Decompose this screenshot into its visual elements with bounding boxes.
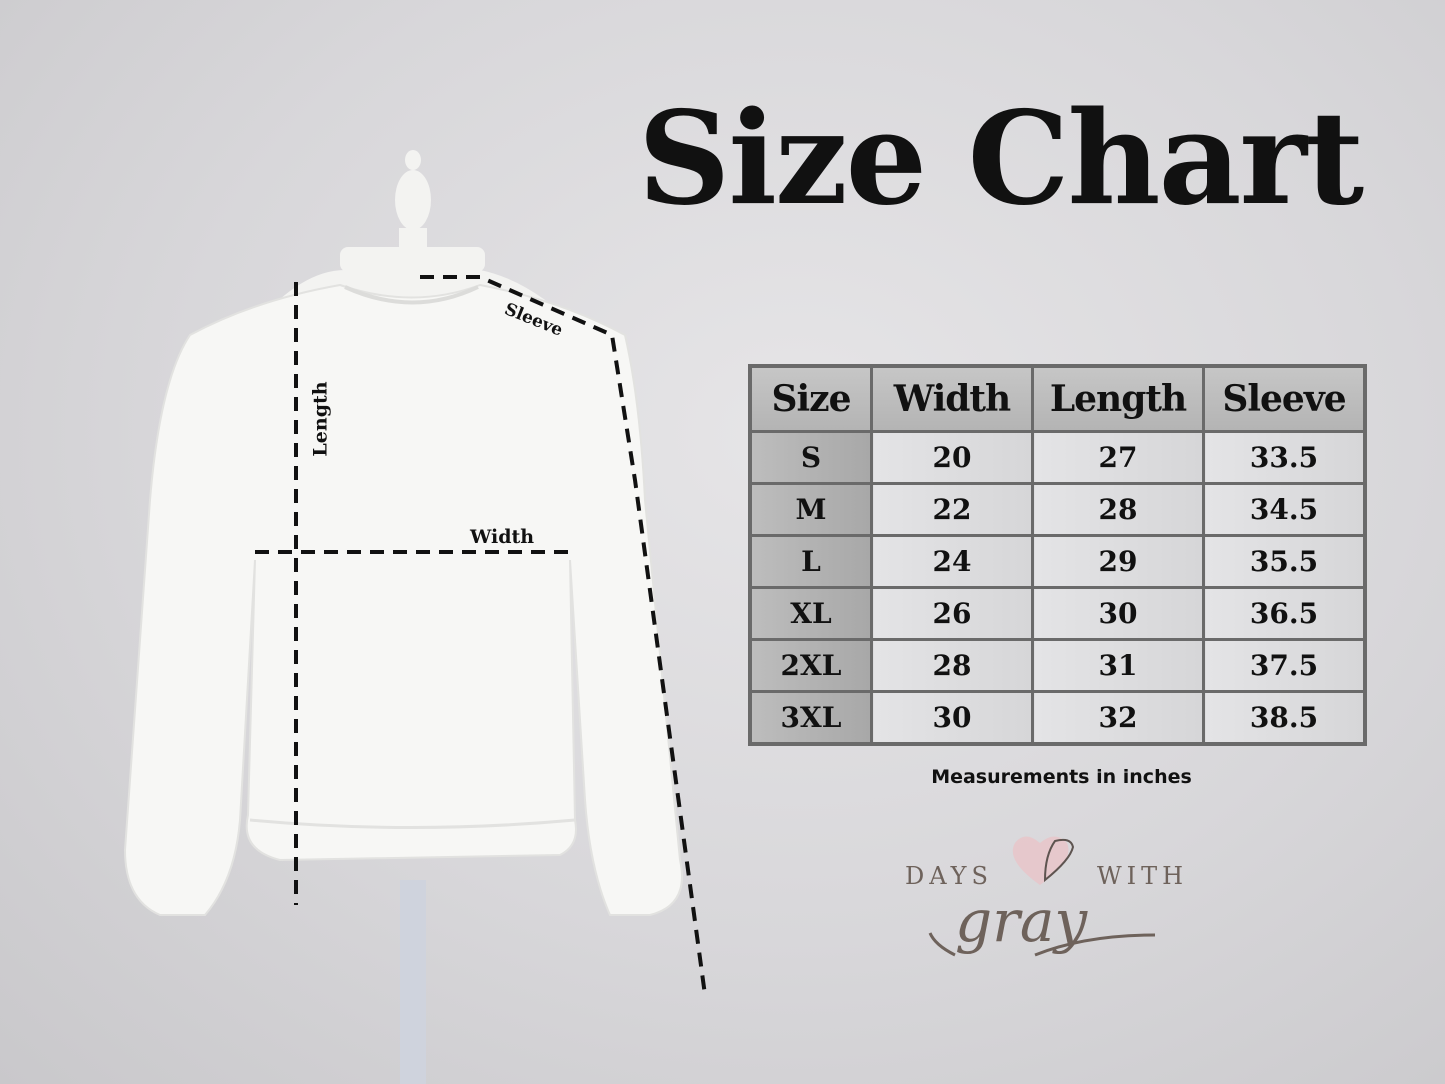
cell-size: 3XL <box>748 690 873 746</box>
brand-logo: DAYS WITH gray <box>895 815 1185 975</box>
cell-width: 28 <box>870 638 1034 693</box>
logo-word-gray: gray <box>955 887 1088 955</box>
width-label: Width <box>470 526 535 548</box>
header-length: Length <box>1031 364 1205 433</box>
measurement-note: Measurements in inches <box>931 766 1192 788</box>
table-row: M 22 28 34.5 <box>748 482 1367 537</box>
cell-width: 24 <box>870 534 1034 589</box>
cell-width: 26 <box>870 586 1034 641</box>
logo-word-days: DAYS <box>905 862 993 890</box>
cell-length: 28 <box>1031 482 1205 537</box>
table-row: XL 26 30 36.5 <box>748 586 1367 641</box>
fingerprint-heart-icon <box>928 836 1156 957</box>
cell-sleeve: 35.5 <box>1202 534 1367 589</box>
header-width: Width <box>870 364 1034 433</box>
cell-sleeve: 33.5 <box>1202 430 1367 485</box>
table-row: L 24 29 35.5 <box>748 534 1367 589</box>
table-row: 2XL 28 31 37.5 <box>748 638 1367 693</box>
cell-size: XL <box>748 586 873 641</box>
cell-length: 30 <box>1031 586 1205 641</box>
table-row: S 20 27 33.5 <box>748 430 1367 485</box>
cell-size: 2XL <box>748 638 873 693</box>
cell-width: 20 <box>870 430 1034 485</box>
cell-length: 32 <box>1031 690 1205 746</box>
cell-length: 31 <box>1031 638 1205 693</box>
cell-length: 27 <box>1031 430 1205 485</box>
table-row: 3XL 30 32 38.5 <box>748 690 1367 746</box>
cell-width: 22 <box>870 482 1034 537</box>
cell-size: S <box>748 430 873 485</box>
table-header-row: Size Width Length Sleeve <box>748 364 1367 433</box>
cell-size: L <box>748 534 873 589</box>
cell-sleeve: 38.5 <box>1202 690 1367 746</box>
cell-size: M <box>748 482 873 537</box>
cell-length: 29 <box>1031 534 1205 589</box>
mannequin-stand <box>400 880 426 1084</box>
header-sleeve: Sleeve <box>1202 364 1367 433</box>
logo-word-with: WITH <box>1097 862 1189 890</box>
cell-width: 30 <box>870 690 1034 746</box>
sweatshirt <box>123 283 683 916</box>
header-size: Size <box>748 364 873 433</box>
length-label: Length <box>309 381 332 457</box>
cell-sleeve: 36.5 <box>1202 586 1367 641</box>
page-title: Size Chart <box>637 84 1364 234</box>
cell-sleeve: 37.5 <box>1202 638 1367 693</box>
cell-sleeve: 34.5 <box>1202 482 1367 537</box>
size-table: Size Width Length Sleeve S 20 27 33.5 M 22 28… <box>748 364 1367 746</box>
measure-lines <box>255 275 707 996</box>
